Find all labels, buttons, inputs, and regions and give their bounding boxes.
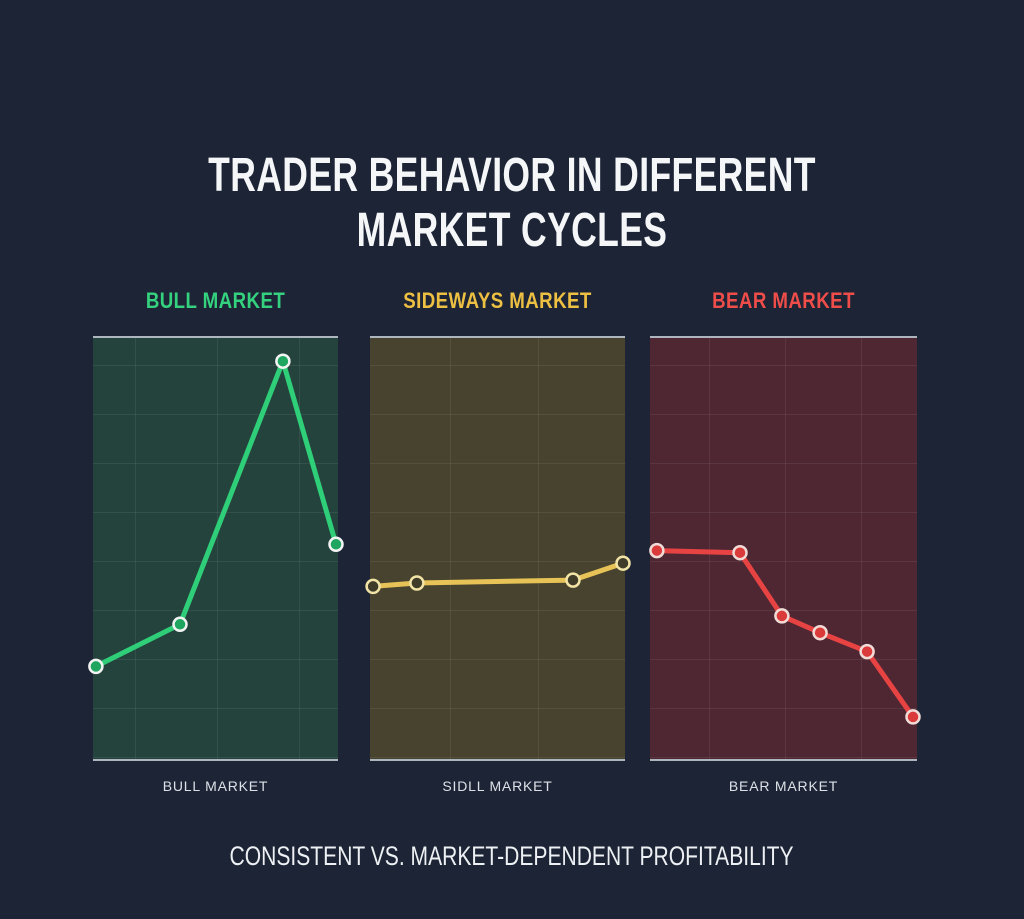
page-title-line-2: MARKET CYCLES	[356, 204, 668, 258]
bear-market-plot-area	[649, 336, 921, 761]
bull-market-title: BULL MARKET	[145, 288, 286, 313]
bottom-caption-text: CONSISTENT VS. MARKET-DEPENDENT PROFITAB…	[229, 841, 795, 871]
page-title-line-1: TRADER BEHAVIOR IN DIFFERENT	[208, 149, 816, 203]
bottom-caption: CONSISTENT VS. MARKET-DEPENDENT PROFITAB…	[0, 841, 1024, 872]
bull-market-panel: BULL MARKET BULL MARKET	[88, 288, 344, 794]
bear-market-panel: BEAR MARKET BEAR MARKET	[649, 288, 921, 794]
page-title: TRADER BEHAVIOR IN DIFFERENT MARKET CYCL…	[0, 148, 1024, 258]
sideways-market-plot-area	[365, 336, 631, 761]
bull-market-line-chart	[88, 353, 344, 675]
bear-market-title: BEAR MARKET	[712, 288, 855, 313]
bull-market-plot-area	[88, 336, 344, 761]
sideways-market-panel: SIDEWAYS MARKET SIDLL MARKET	[365, 288, 631, 794]
bear-market-line-chart	[649, 542, 921, 725]
bull-market-axis-label: BULL MARKET	[162, 778, 269, 794]
bear-market-axis-label: BEAR MARKET	[728, 778, 839, 794]
sideways-market-line-chart	[365, 555, 631, 595]
sideways-market-axis-label: SIDLL MARKET	[442, 778, 553, 794]
sideways-market-title: SIDEWAYS MARKET	[403, 288, 592, 313]
